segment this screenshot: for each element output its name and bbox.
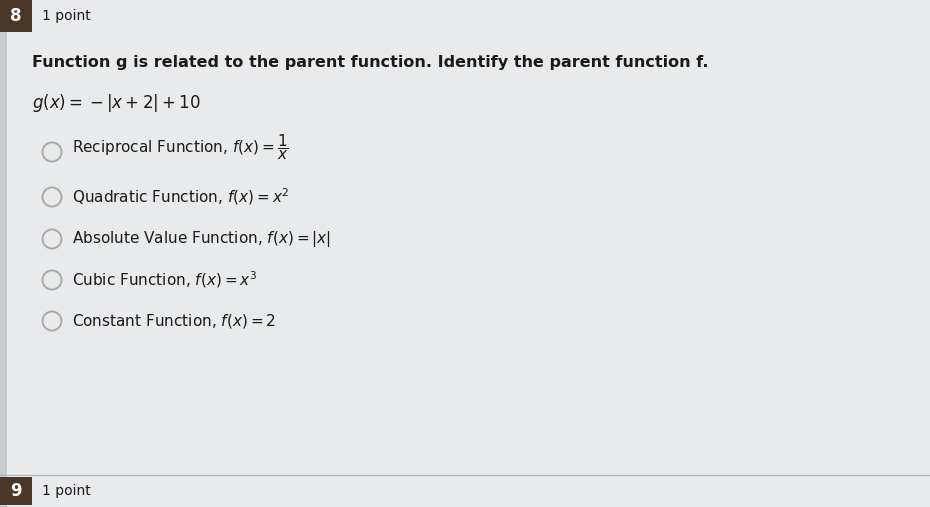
FancyBboxPatch shape <box>0 0 32 32</box>
Text: Cubic Function, $\mathit{f}(x) = x^3$: Cubic Function, $\mathit{f}(x) = x^3$ <box>72 270 258 291</box>
Text: Function g is related to the parent function. Identify the parent function f.: Function g is related to the parent func… <box>32 55 709 70</box>
Text: Constant Function, $\mathit{f}(x) = 2$: Constant Function, $\mathit{f}(x) = 2$ <box>72 312 276 330</box>
Text: Reciprocal Function, $\mathit{f}(x) = \dfrac{1}{x}$: Reciprocal Function, $\mathit{f}(x) = \d… <box>72 132 289 162</box>
Text: Absolute Value Function, $\mathit{f}(x) = |x|$: Absolute Value Function, $\mathit{f}(x) … <box>72 229 331 249</box>
FancyBboxPatch shape <box>0 0 7 507</box>
Text: 9: 9 <box>10 482 21 500</box>
Text: $g(x) = -|x+2| + 10$: $g(x) = -|x+2| + 10$ <box>32 92 201 114</box>
Text: 1 point: 1 point <box>42 484 91 498</box>
Text: Quadratic Function, $\mathit{f}(x) = x^2$: Quadratic Function, $\mathit{f}(x) = x^2… <box>72 187 289 207</box>
FancyBboxPatch shape <box>0 477 32 505</box>
Text: 1 point: 1 point <box>42 9 91 23</box>
Text: 8: 8 <box>10 7 21 25</box>
